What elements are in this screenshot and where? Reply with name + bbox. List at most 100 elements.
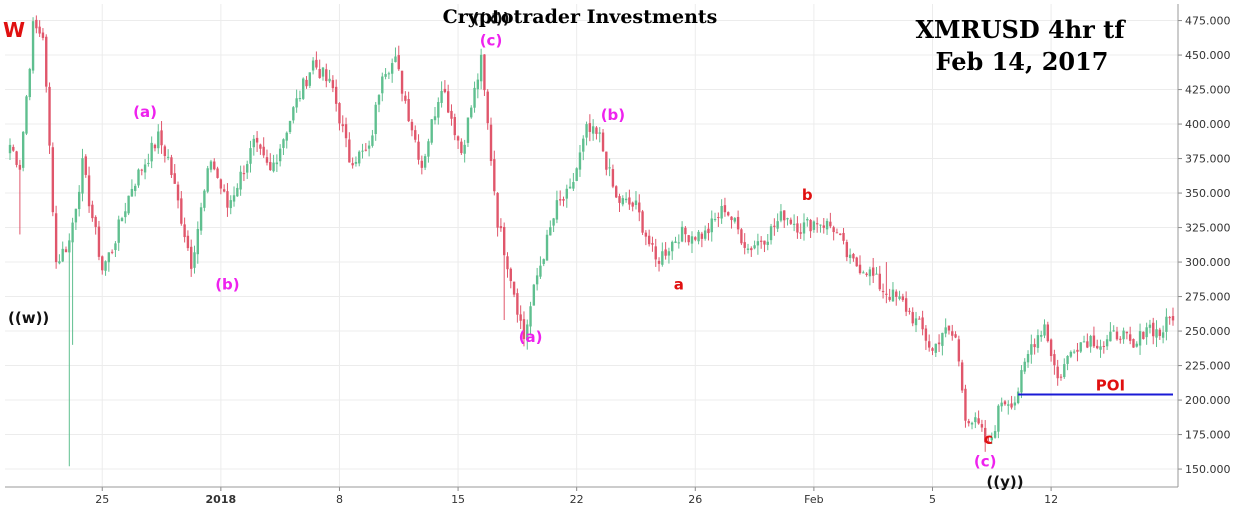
candle-body bbox=[802, 222, 806, 234]
candle-body bbox=[222, 189, 226, 192]
candle-body bbox=[697, 231, 700, 242]
candle-body bbox=[631, 202, 634, 207]
candle-body bbox=[249, 148, 252, 164]
candle-body bbox=[282, 139, 285, 148]
candle-body bbox=[489, 124, 493, 162]
candle-body bbox=[1145, 327, 1148, 338]
candle-body bbox=[990, 437, 993, 441]
candle-body bbox=[120, 218, 124, 222]
candle-body bbox=[713, 219, 717, 221]
candle-body bbox=[605, 151, 608, 170]
candle-body bbox=[624, 198, 628, 201]
candle-body bbox=[209, 161, 213, 170]
candle-body bbox=[588, 123, 592, 132]
candle-body bbox=[1112, 330, 1115, 332]
candle-body bbox=[295, 98, 298, 108]
x-tick-label: 8 bbox=[336, 493, 343, 506]
candle-body bbox=[400, 70, 404, 94]
candle-body bbox=[12, 146, 15, 151]
candle-body bbox=[717, 217, 720, 219]
candle-body bbox=[321, 67, 325, 77]
candle-body bbox=[364, 149, 368, 151]
candle-body bbox=[54, 213, 58, 263]
candle-body bbox=[173, 173, 176, 184]
candle-body bbox=[190, 246, 193, 269]
candle-body bbox=[723, 205, 727, 213]
candle-body bbox=[150, 142, 153, 162]
y-tick-label: 475.000 bbox=[1185, 15, 1231, 28]
candle-body bbox=[325, 69, 328, 82]
candle-body bbox=[694, 237, 697, 240]
candle-body bbox=[628, 197, 631, 205]
x-tick-label: 22 bbox=[570, 493, 584, 506]
candle-body bbox=[875, 273, 878, 275]
candle-body bbox=[786, 218, 789, 220]
candle-body bbox=[885, 293, 888, 295]
candle-body bbox=[259, 144, 262, 149]
candle-body bbox=[858, 264, 862, 274]
candle-body bbox=[1000, 402, 1003, 407]
candle-body bbox=[1016, 391, 1020, 404]
wave-label: b bbox=[802, 186, 813, 204]
candle-body bbox=[516, 293, 519, 315]
candle-body bbox=[252, 138, 255, 148]
x-tick-label: Feb bbox=[804, 493, 823, 506]
candle-body bbox=[288, 120, 292, 133]
candle-body bbox=[354, 161, 358, 164]
x-tick-label: 26 bbox=[688, 493, 702, 506]
candle-body bbox=[1102, 345, 1106, 347]
candle-body bbox=[862, 272, 865, 274]
candle-body bbox=[812, 221, 816, 230]
candle-body bbox=[404, 95, 407, 101]
candle-body bbox=[680, 226, 684, 242]
candle-body bbox=[1105, 339, 1109, 347]
y-tick-label: 300.000 bbox=[1185, 256, 1231, 269]
candle-body bbox=[934, 343, 937, 353]
candle-body bbox=[789, 219, 793, 224]
candle-body bbox=[104, 261, 107, 271]
candle-body bbox=[512, 281, 516, 295]
candle-body bbox=[684, 227, 687, 235]
candle-body bbox=[77, 191, 81, 210]
candle-body bbox=[647, 235, 651, 245]
candle-body bbox=[483, 54, 486, 91]
candle-body bbox=[1069, 351, 1073, 357]
candle-body bbox=[94, 216, 97, 227]
candle-body bbox=[506, 256, 509, 270]
candle-body bbox=[255, 137, 259, 143]
chart-title: Cryptotrader Investments bbox=[443, 6, 718, 28]
candle-body bbox=[690, 236, 694, 244]
candle-body bbox=[911, 312, 914, 324]
candle-body bbox=[1072, 351, 1076, 353]
candle-body bbox=[947, 325, 951, 331]
candle-body bbox=[1026, 354, 1030, 363]
wave-label: ((y)) bbox=[986, 473, 1023, 491]
candle-body bbox=[687, 235, 690, 243]
candle-body bbox=[582, 138, 585, 152]
candle-body bbox=[381, 76, 384, 94]
candle-body bbox=[384, 74, 387, 77]
y-tick-label: 250.000 bbox=[1185, 325, 1231, 338]
candle-body bbox=[443, 88, 447, 93]
candle-body bbox=[107, 252, 111, 263]
candle-body bbox=[835, 232, 839, 234]
candle-body bbox=[51, 147, 55, 213]
candle-body bbox=[545, 234, 549, 261]
candle-body bbox=[641, 211, 644, 233]
candle-body bbox=[1122, 330, 1125, 340]
candle-body bbox=[871, 267, 875, 276]
candle-body bbox=[466, 117, 470, 143]
y-tick-label: 275.000 bbox=[1185, 291, 1231, 304]
candle-body bbox=[707, 228, 710, 234]
candle-body bbox=[183, 224, 186, 238]
candle-body bbox=[81, 158, 84, 194]
candle-body bbox=[377, 95, 381, 105]
candle-body bbox=[792, 223, 796, 225]
candle-body bbox=[769, 226, 773, 241]
candle-body bbox=[117, 219, 120, 243]
candle-body bbox=[839, 233, 842, 235]
candle-body bbox=[101, 256, 104, 271]
candle-body bbox=[868, 269, 872, 277]
candle-body bbox=[1155, 329, 1158, 338]
